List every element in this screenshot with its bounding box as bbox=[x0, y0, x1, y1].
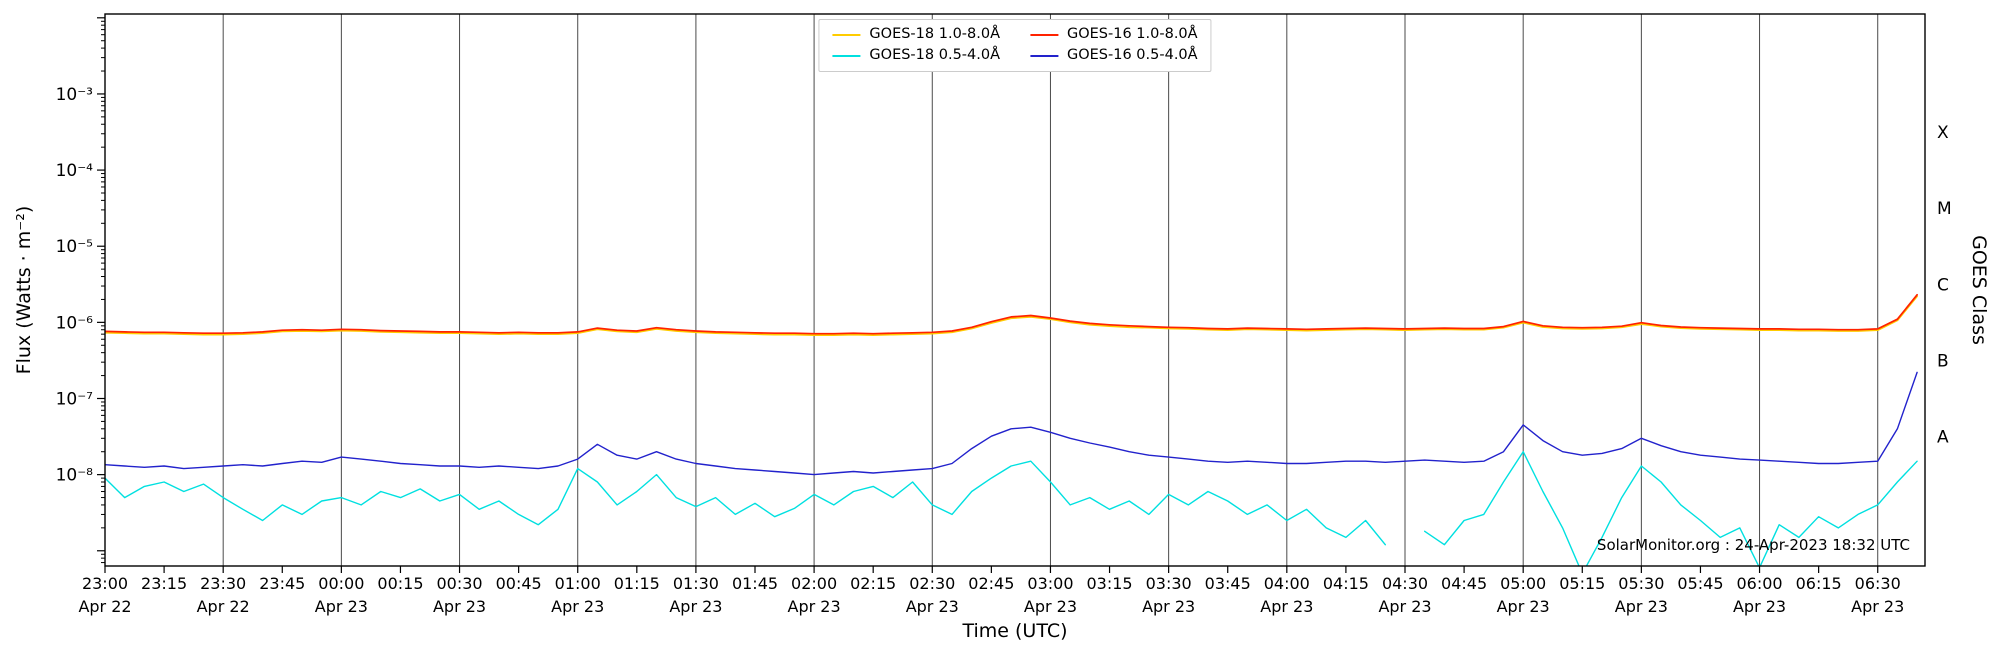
x-tick-label: 06:30 bbox=[1855, 574, 1901, 593]
legend-label: GOES-18 1.0-8.0Å bbox=[869, 26, 1000, 42]
x-tick-label: 05:30 bbox=[1618, 574, 1664, 593]
legend-label: GOES-16 1.0-8.0Å bbox=[1067, 26, 1198, 42]
x-date-label: Apr 23 bbox=[1260, 597, 1313, 616]
x-tick-label: 04:30 bbox=[1382, 574, 1428, 593]
x-axis-ticks: 23:00 23:15 23:30 23:45 00:00 00:15 00:30 00:45… bbox=[78, 566, 1904, 616]
x-tick-label: 06:00 bbox=[1736, 574, 1782, 593]
x-tick-label: 23:00 bbox=[82, 574, 128, 593]
x-tick-label: 03:15 bbox=[1086, 574, 1132, 593]
series-line-0 bbox=[105, 295, 1918, 336]
series-line-1 bbox=[105, 451, 1918, 566]
legend-entry-3: GOES-16 0.5-4.0Å bbox=[1030, 46, 1198, 64]
gridlines bbox=[222, 14, 1879, 566]
x-tick-label: 01:45 bbox=[732, 574, 778, 593]
x-tick-label: 01:15 bbox=[614, 574, 660, 593]
x-tick-label: 05:15 bbox=[1559, 574, 1605, 593]
y-tick-label: 10⁻³ bbox=[56, 85, 93, 105]
x-date-label: Apr 23 bbox=[433, 597, 486, 616]
x-tick-label: 02:00 bbox=[791, 574, 837, 593]
legend-line-swatch bbox=[832, 54, 861, 57]
x-date-label: Apr 23 bbox=[1851, 597, 1904, 616]
legend-entry-0: GOES-18 1.0-8.0Å bbox=[832, 26, 1000, 43]
y-axis-ticks: 10⁻⁸ 10⁻⁷ 10⁻⁶ 10⁻⁵ 10⁻⁴ 10⁻³ bbox=[56, 17, 105, 564]
x-tick-label: 02:45 bbox=[968, 574, 1014, 593]
x-date-label: Apr 22 bbox=[78, 597, 131, 616]
x-date-label: Apr 23 bbox=[1615, 597, 1668, 616]
x-tick-label: 04:15 bbox=[1323, 574, 1369, 593]
x-axis-label: Time (UTC) bbox=[962, 620, 1068, 642]
x-tick-label: 05:00 bbox=[1500, 574, 1546, 593]
x-date-label: Apr 23 bbox=[906, 597, 959, 616]
series-line-3 bbox=[105, 371, 1918, 476]
goes-class-c: C bbox=[1937, 275, 1949, 295]
right-axis-label: GOES Class bbox=[1968, 235, 1990, 345]
goes-class-a: A bbox=[1937, 428, 1949, 448]
x-tick-label: 06:15 bbox=[1796, 574, 1842, 593]
x-date-label: Apr 22 bbox=[197, 597, 250, 616]
y-tick-label: 10⁻⁸ bbox=[56, 466, 94, 486]
y-axis-label: Flux (Watts · m⁻²) bbox=[13, 205, 35, 375]
goes-class-b: B bbox=[1937, 351, 1949, 371]
x-date-label: Apr 23 bbox=[1733, 597, 1786, 616]
legend-label: GOES-18 0.5-4.0Å bbox=[869, 46, 1000, 63]
x-tick-label: 00:00 bbox=[318, 574, 364, 593]
x-tick-label: 05:45 bbox=[1677, 574, 1723, 593]
y-tick-label: 10⁻⁵ bbox=[56, 237, 93, 257]
x-tick-label: 23:15 bbox=[141, 574, 187, 593]
x-tick-label: 04:45 bbox=[1441, 574, 1487, 593]
x-tick-label: 03:30 bbox=[1146, 574, 1192, 593]
x-tick-label: 04:00 bbox=[1264, 574, 1310, 593]
x-tick-label: 23:30 bbox=[200, 574, 246, 593]
x-date-label: Apr 23 bbox=[1024, 597, 1077, 616]
x-date-label: Apr 23 bbox=[1142, 597, 1195, 616]
series-lines bbox=[105, 293, 1918, 566]
x-date-label: Apr 23 bbox=[788, 597, 841, 616]
y-tick-label: 10⁻⁶ bbox=[56, 313, 94, 333]
x-date-label: Apr 23 bbox=[551, 597, 604, 616]
legend-entry-1: GOES-18 0.5-4.0Å bbox=[832, 46, 1000, 64]
goes-class-labels: X M C B A bbox=[1937, 123, 1952, 448]
goes-class-m: M bbox=[1937, 199, 1952, 219]
x-date-label: Apr 23 bbox=[669, 597, 722, 616]
x-tick-label: 03:45 bbox=[1205, 574, 1251, 593]
legend-entry-2: GOES-16 1.0-8.0Å bbox=[1030, 26, 1198, 43]
goes-class-x: X bbox=[1937, 123, 1949, 143]
x-tick-label: 03:00 bbox=[1027, 574, 1073, 593]
legend-line-swatch bbox=[1030, 33, 1058, 36]
legend-label: GOES-16 0.5-4.0Å bbox=[1067, 46, 1198, 63]
x-tick-label: 23:45 bbox=[259, 574, 305, 593]
x-date-label: Apr 23 bbox=[1497, 597, 1550, 616]
y-tick-label: 10⁻⁷ bbox=[56, 389, 94, 409]
legend: GOES-18 1.0-8.0Å GOES-16 1.0-8.0Å GOES-18 … bbox=[818, 19, 1212, 72]
y-tick-label: 10⁻⁴ bbox=[56, 161, 94, 181]
x-tick-label: 02:30 bbox=[909, 574, 955, 593]
plot-border bbox=[104, 13, 1926, 567]
x-date-label: Apr 23 bbox=[1378, 597, 1431, 616]
x-tick-label: 02:15 bbox=[850, 574, 896, 593]
x-tick-label: 01:30 bbox=[673, 574, 719, 593]
legend-line-swatch bbox=[832, 33, 861, 36]
watermark: SolarMonitor.org : 24-Apr-2023 18:32 UTC bbox=[1596, 536, 1910, 554]
x-tick-label: 00:15 bbox=[377, 574, 423, 593]
series-line-2 bbox=[105, 293, 1918, 335]
x-tick-label: 00:30 bbox=[436, 574, 482, 593]
x-date-label: Apr 23 bbox=[315, 597, 368, 616]
x-tick-label: 01:00 bbox=[555, 574, 601, 593]
x-tick-label: 00:45 bbox=[496, 574, 542, 593]
legend-line-swatch bbox=[1030, 54, 1058, 57]
